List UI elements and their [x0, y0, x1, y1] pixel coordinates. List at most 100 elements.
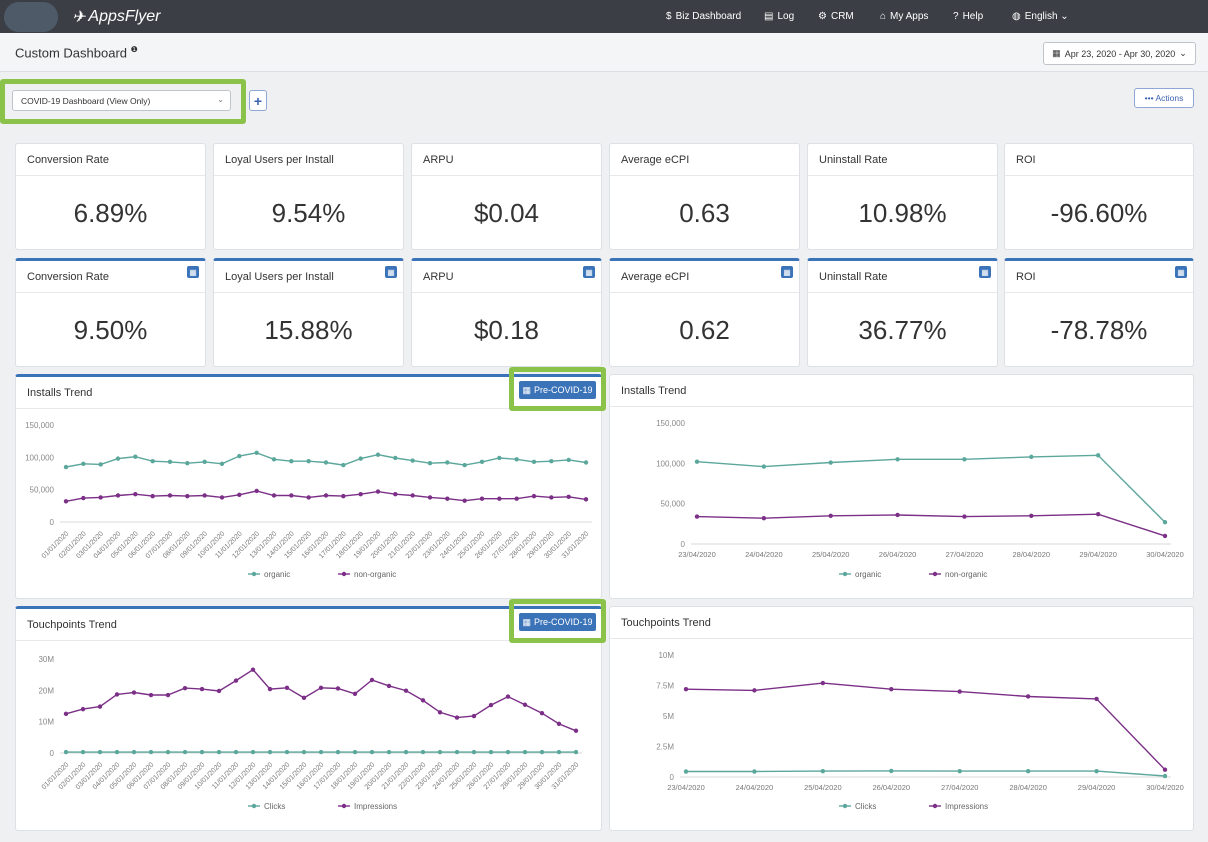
x-tick-label: 27/04/2020	[946, 550, 984, 559]
document-icon: ▤	[764, 11, 774, 22]
calendar-icon[interactable]: ▦	[781, 266, 793, 278]
data-point	[237, 492, 242, 498]
calendar-icon[interactable]: ▦	[979, 266, 991, 278]
data-point	[216, 749, 222, 755]
data-point	[81, 495, 86, 501]
data-point	[202, 493, 207, 498]
nav-crm[interactable]: ⚙ CRM	[818, 0, 854, 33]
y-tick-label: 150,000	[25, 421, 54, 430]
pre-covid-badge[interactable]: ▦ Pre-COVID-19	[519, 381, 596, 399]
calendar-icon[interactable]: ▦	[1175, 266, 1187, 278]
top-navbar: ✈ AppsFlyer $ Biz Dashboard ▤ Log ⚙ CRM ⌂ My…	[0, 0, 1208, 33]
kpi-label: Average eCPI	[621, 271, 690, 283]
calendar-icon[interactable]: ▦	[583, 266, 595, 278]
date-range-picker[interactable]: ▦ Apr 23, 2020 - Apr 30, 2020 ⌄	[1043, 42, 1196, 65]
nav-help[interactable]: ? Help	[953, 0, 983, 33]
data-point	[573, 728, 579, 733]
chart-title: Touchpoints Trend	[27, 619, 117, 631]
series-line	[65, 452, 587, 468]
add-dashboard-button[interactable]: +	[249, 90, 267, 111]
kpi-value: 0.63	[679, 198, 730, 228]
data-point	[683, 769, 689, 774]
data-point	[454, 715, 460, 720]
data-point	[583, 460, 589, 465]
info-icon[interactable]: ❶	[130, 45, 138, 54]
data-point	[566, 457, 571, 463]
kpi-label: Conversion Rate	[27, 154, 109, 166]
calendar-icon[interactable]: ▦	[187, 266, 199, 278]
nav-log[interactable]: ▤ Log	[764, 0, 794, 33]
data-point	[148, 692, 154, 698]
data-point	[133, 454, 138, 459]
y-tick-label: 0	[670, 773, 675, 782]
nav-biz-dashboard[interactable]: $ Biz Dashboard	[666, 0, 741, 33]
dashboard-select-value: COVID-19 Dashboard (View Only)	[21, 95, 151, 106]
data-point	[267, 749, 273, 755]
calendar-icon: ▦	[522, 616, 531, 627]
data-point	[267, 686, 273, 692]
y-tick-label: 10M	[658, 651, 674, 660]
globe-icon: ◍	[1012, 11, 1021, 22]
kpi-value: 0.62	[679, 315, 730, 345]
legend-marker	[251, 803, 257, 809]
kpi-value: 9.54%	[271, 198, 346, 228]
data-point	[185, 460, 190, 466]
x-tick-label: 25/04/2020	[812, 550, 850, 559]
data-point	[1162, 533, 1168, 539]
legend-marker	[251, 571, 257, 577]
pre-covid-badge[interactable]: ▦ Pre-COVID-19	[519, 613, 596, 631]
nav-my-apps[interactable]: ⌂ My Apps	[880, 0, 928, 33]
y-tick-label: 100,000	[656, 459, 685, 468]
chart-title: Touchpoints Trend	[621, 617, 711, 629]
data-point	[820, 680, 826, 686]
data-point	[1025, 768, 1031, 774]
data-point	[233, 678, 239, 683]
x-tick-label: 28/04/2020	[1009, 783, 1047, 792]
data-point	[752, 769, 757, 774]
data-point	[549, 459, 554, 464]
data-point	[454, 749, 460, 755]
kpi-value: 9.50%	[73, 315, 148, 345]
touchpoints-trend-chart: 010M20M30M01/01/202002/01/202003/01/2020…	[38, 655, 582, 811]
y-tick-label: 150,000	[656, 419, 685, 428]
data-point	[375, 452, 381, 457]
data-point	[445, 460, 450, 465]
data-point	[254, 450, 259, 456]
touchpoints-trend-chart: 0 2.5M 5M 7.5M 10M 23/04/2020 24/04/2020 25/04/…	[656, 651, 1184, 811]
data-point	[165, 692, 171, 698]
kpi-card: Uninstall Rate 10.98%	[807, 143, 998, 250]
kpi-label: Average eCPI	[621, 154, 690, 166]
data-point	[150, 459, 155, 464]
legend-label: non-organic	[354, 570, 396, 579]
y-tick-label: 100,000	[25, 453, 54, 462]
nav-language[interactable]: ◍ English ⌄	[1012, 0, 1069, 33]
dashboard-select[interactable]: COVID-19 Dashboard (View Only) ⌄	[12, 90, 231, 111]
data-point	[271, 457, 277, 462]
series-line	[696, 513, 1166, 537]
data-point	[150, 493, 155, 499]
chevron-down-icon: ⌄	[1179, 48, 1187, 58]
x-tick-label: 30/04/2020	[1146, 783, 1184, 792]
brand-logo[interactable]: ✈ AppsFlyer	[72, 7, 160, 27]
data-point	[131, 749, 137, 755]
data-point	[115, 493, 121, 498]
kpi-label: Uninstall Rate	[819, 271, 888, 283]
kpi-value: 10.98%	[858, 198, 947, 228]
data-point	[462, 498, 467, 503]
dollar-icon: $	[666, 11, 672, 22]
menu-toggle-button[interactable]	[4, 2, 58, 32]
data-point	[962, 514, 967, 519]
data-point	[167, 493, 173, 498]
x-tick-label: 24/04/2020	[736, 783, 774, 792]
page-header	[0, 33, 1208, 72]
calendar-icon[interactable]: ▦	[385, 266, 397, 278]
kpi-value: $0.18	[473, 315, 540, 345]
data-point	[81, 461, 86, 466]
y-tick-label: 0	[50, 518, 55, 527]
kpi-label: ARPU	[423, 271, 454, 283]
brand-name: AppsFlyer	[88, 8, 161, 25]
data-point	[301, 749, 307, 755]
kpi-label: Uninstall Rate	[819, 154, 888, 166]
actions-button[interactable]: ••• Actions	[1134, 88, 1194, 108]
kpi-value: 15.88%	[264, 315, 353, 345]
